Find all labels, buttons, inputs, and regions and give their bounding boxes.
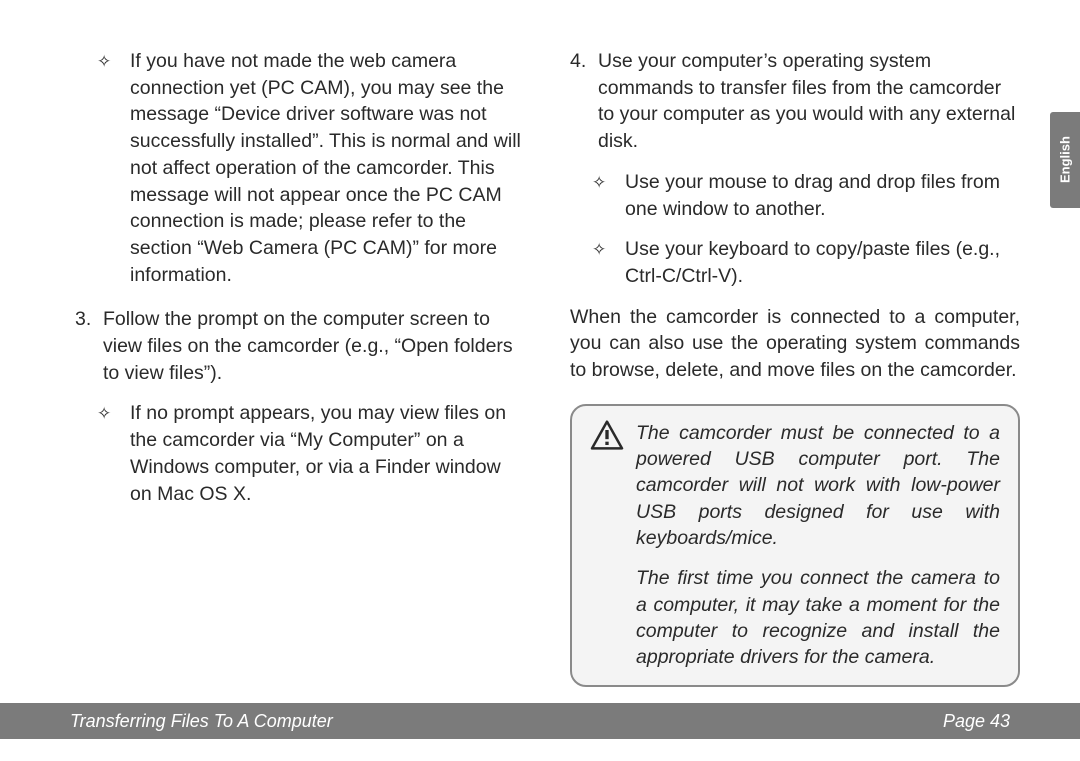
item-number: 3.: [75, 306, 91, 333]
numbered-item-3: 3. Follow the prompt on the computer scr…: [75, 306, 525, 386]
bullet-item: ✧ Use your mouse to drag and drop files …: [570, 169, 1020, 222]
item-text: Follow the prompt on the computer screen…: [103, 308, 513, 383]
note-paragraph: The camcorder must be connected to a pow…: [636, 420, 1000, 552]
warning-icon: [590, 420, 624, 671]
item-text: Use your computer’s operating system com…: [598, 50, 1015, 152]
note-paragraph: The first time you connect the camera to…: [636, 565, 1000, 670]
numbered-item-4: 4. Use your computer’s operating system …: [570, 48, 1020, 155]
diamond-icon: ✧: [592, 238, 606, 261]
diamond-icon: ✧: [592, 171, 606, 194]
content-columns: ✧ If you have not made the web camera co…: [75, 48, 1020, 688]
bullet-item: ✧ If no prompt appears, you may view fil…: [75, 400, 525, 507]
left-column: ✧ If you have not made the web camera co…: [75, 48, 525, 688]
bullet-text: If no prompt appears, you may view files…: [130, 402, 506, 504]
footer-section-title: Transferring Files To A Computer: [70, 711, 333, 732]
right-column: 4. Use your computer’s operating system …: [570, 48, 1020, 688]
item-number: 4.: [570, 48, 586, 75]
bullet-item: ✧ Use your keyboard to copy/paste files …: [570, 236, 1020, 289]
footer-page-number: Page 43: [943, 711, 1010, 732]
diamond-icon: ✧: [97, 402, 111, 425]
diamond-icon: ✧: [97, 50, 111, 73]
bullet-text: Use your keyboard to copy/paste files (e…: [625, 238, 1000, 287]
bullet-text: Use your mouse to drag and drop files fr…: [625, 171, 1000, 220]
page-footer: Transferring Files To A Computer Page 43: [0, 703, 1080, 739]
document-page: ✧ If you have not made the web camera co…: [0, 0, 1080, 761]
bullet-item: ✧ If you have not made the web camera co…: [75, 48, 525, 288]
language-tab: English: [1050, 112, 1080, 208]
paragraph: When the camcorder is connected to a com…: [570, 304, 1020, 384]
bullet-text: If you have not made the web camera conn…: [130, 50, 521, 286]
warning-note-box: The camcorder must be connected to a pow…: [570, 404, 1020, 687]
note-text: The camcorder must be connected to a pow…: [636, 420, 1000, 671]
